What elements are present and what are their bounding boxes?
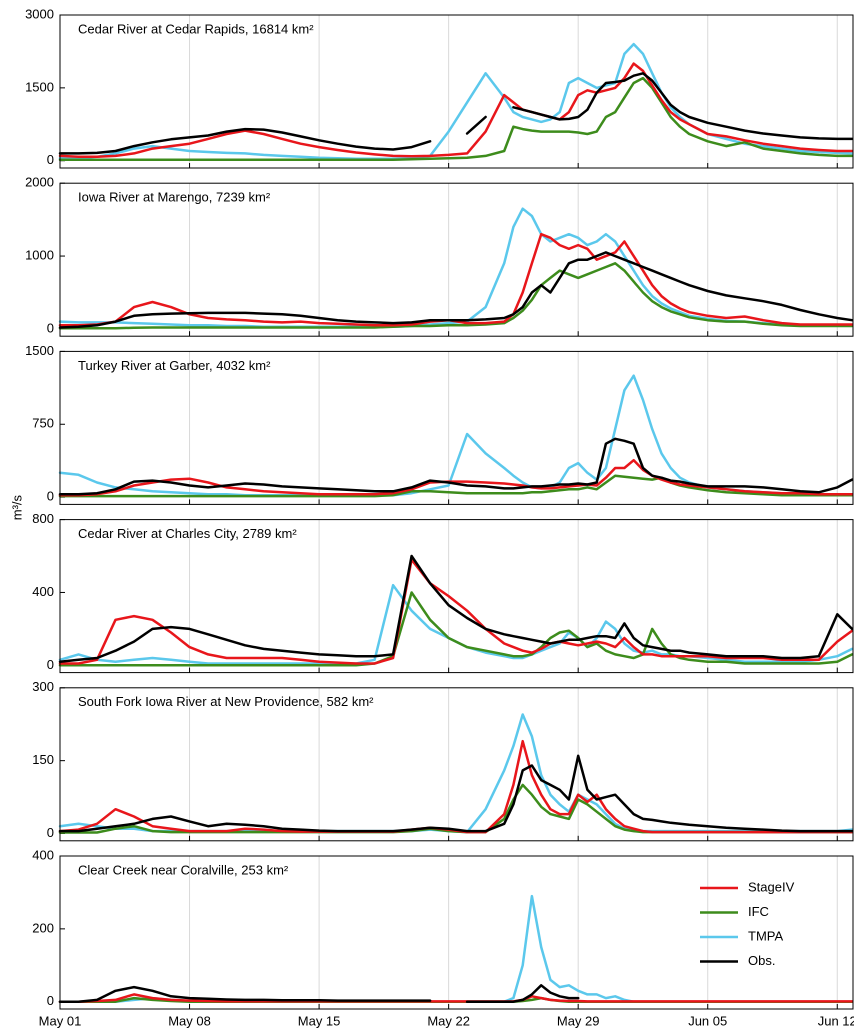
legend-label: IFC xyxy=(748,904,769,919)
panel: 0 750 1500 Turkey River at Garber, 4032 km² xyxy=(25,343,854,505)
legend-label: StageIV xyxy=(748,879,795,894)
x-tick-label: May 01 xyxy=(39,1013,82,1028)
panel: 0 1000 2000 Iowa River at Marengo, 7239 km² xyxy=(25,175,854,337)
panel-title: Turkey River at Garber, 4032 km² xyxy=(78,358,271,373)
panel: May 01 May 08 May 15 May 22 May 29 Jun 05 Jun … xyxy=(32,847,854,1028)
y-tick-label: 1000 xyxy=(25,247,54,262)
y-tick-label: 300 xyxy=(32,679,54,694)
series-line xyxy=(58,739,854,834)
panel-frame xyxy=(59,14,854,169)
legend-label: TMPA xyxy=(748,928,783,943)
panel: 0 150 300 South Fork Iowa River at New Prov… xyxy=(32,679,854,842)
y-tick-label: 0 xyxy=(47,825,54,840)
y-tick-label: 1500 xyxy=(25,79,54,94)
panel-title: Clear Creek near Coralville, 253 km² xyxy=(78,862,289,877)
series-line xyxy=(58,437,854,496)
series-line xyxy=(58,42,854,161)
series-line xyxy=(58,374,854,497)
x-tick-label: Jun 12 xyxy=(818,1013,854,1028)
x-tick-label: May 08 xyxy=(168,1013,211,1028)
y-tick-label: 1500 xyxy=(25,343,54,358)
y-tick-label: 0 xyxy=(47,489,54,504)
series-line xyxy=(58,474,854,498)
series-line xyxy=(58,783,854,834)
series-line xyxy=(58,713,854,834)
panel-title: Cedar River at Cedar Rapids, 16814 km² xyxy=(78,21,314,36)
y-tick-label: 3000 xyxy=(25,6,54,21)
panel: 0 400 800 Cedar River at Charles City, 2789… xyxy=(9,494,854,674)
panel-frame xyxy=(59,687,854,842)
x-tick-label: May 22 xyxy=(427,1013,470,1028)
series-line xyxy=(58,754,854,833)
series-line xyxy=(58,251,854,329)
panel: 0 1500 3000 Cedar River at Cedar Rapids, 16… xyxy=(25,6,854,169)
x-tick-label: Jun 05 xyxy=(688,1013,727,1028)
panel-title: South Fork Iowa River at New Providence,… xyxy=(78,694,374,709)
y-tick-label: 0 xyxy=(47,152,54,167)
series-line xyxy=(58,583,854,665)
panel-frame xyxy=(59,182,854,337)
series-line xyxy=(58,76,854,161)
y-tick-label: 0 xyxy=(47,993,54,1008)
y-tick-label: 400 xyxy=(32,584,54,599)
series-line xyxy=(58,262,854,330)
series-line xyxy=(58,558,854,665)
panel-frame xyxy=(59,350,854,505)
y-tick-label: 200 xyxy=(32,920,54,935)
x-tick-label: May 15 xyxy=(298,1013,341,1028)
y-tick-label: 0 xyxy=(47,320,54,335)
y-axis-label: m³/s xyxy=(9,494,24,520)
series-line xyxy=(58,591,854,667)
series-line xyxy=(58,207,854,328)
series-line xyxy=(58,62,854,159)
y-tick-label: 2000 xyxy=(25,175,54,190)
series-line xyxy=(58,984,580,1003)
y-tick-label: 0 xyxy=(47,657,54,672)
y-tick-label: 400 xyxy=(32,847,54,862)
panel-title: Cedar River at Charles City, 2789 km² xyxy=(78,526,297,541)
panel-title: Iowa River at Marengo, 7239 km² xyxy=(78,190,271,205)
series-line xyxy=(58,232,854,327)
legend-label: Obs. xyxy=(748,953,775,968)
panel-frame xyxy=(59,855,854,1010)
y-tick-label: 150 xyxy=(32,752,54,767)
x-tick-label: May 29 xyxy=(557,1013,600,1028)
series-line xyxy=(58,554,854,663)
series-line xyxy=(58,72,854,155)
y-tick-label: 750 xyxy=(32,416,54,431)
panel-frame xyxy=(59,519,854,674)
y-tick-label: 800 xyxy=(32,511,54,526)
